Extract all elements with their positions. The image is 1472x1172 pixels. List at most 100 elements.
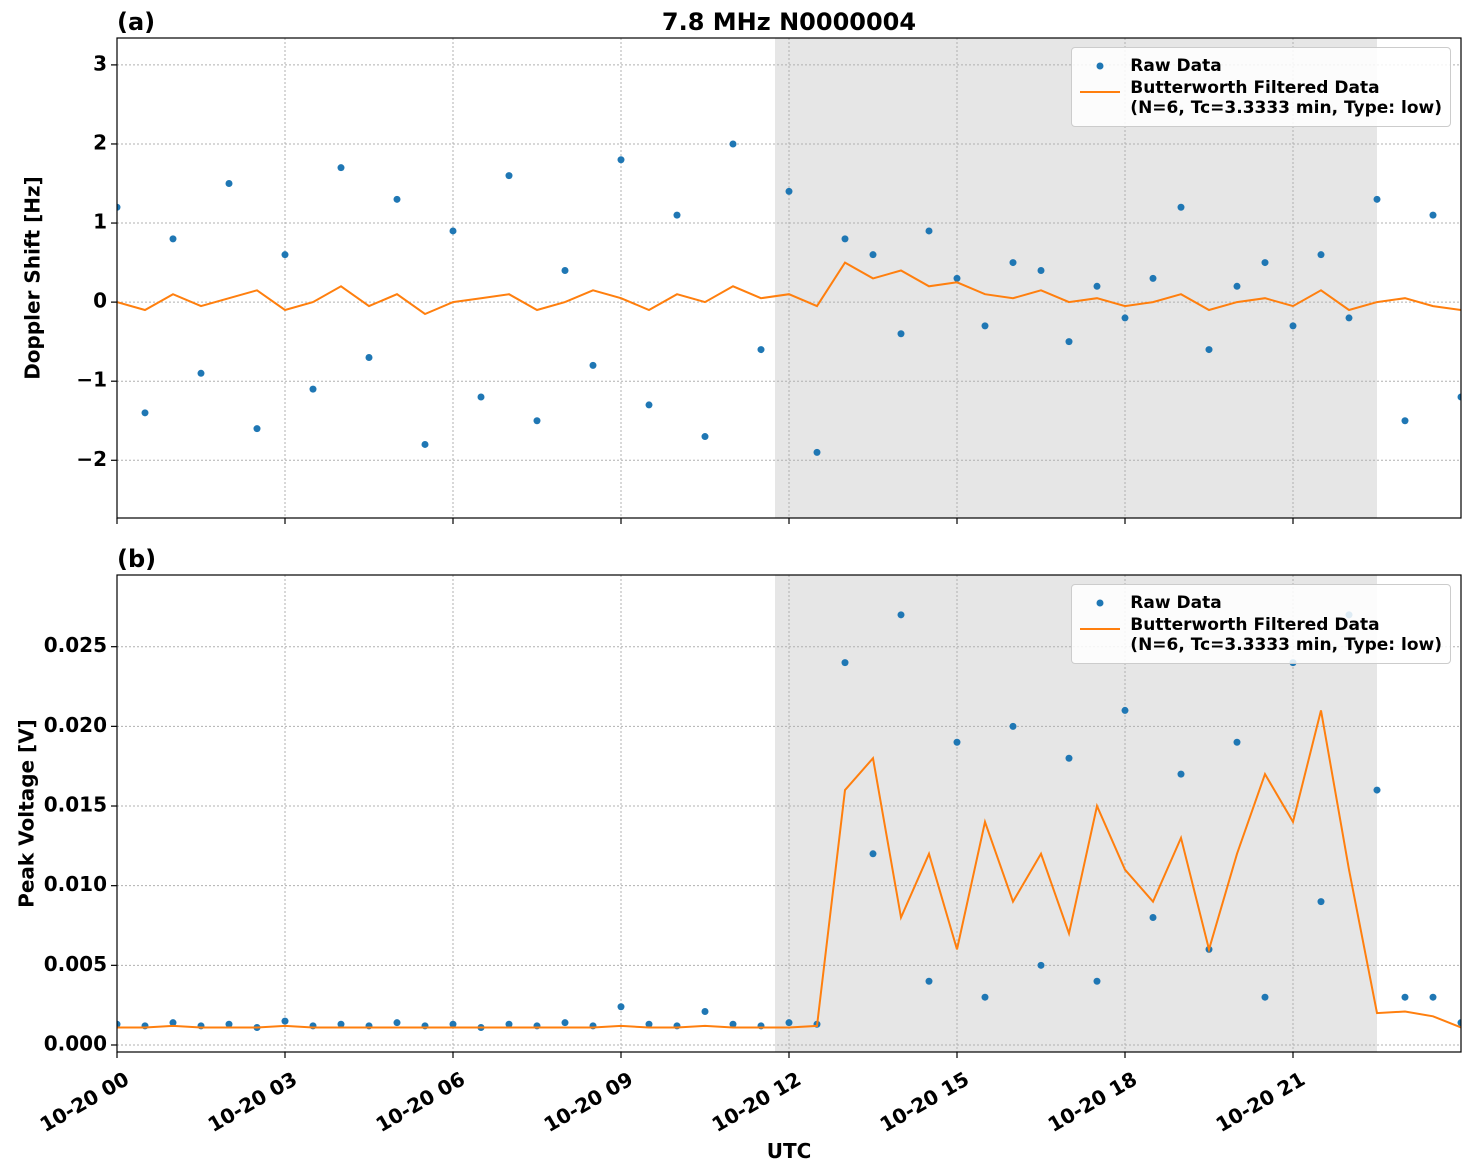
raw-point bbox=[505, 1020, 513, 1028]
raw-point bbox=[1261, 259, 1269, 267]
x-tick-label: 10-20 18 bbox=[1044, 1067, 1142, 1137]
legend-line bbox=[1080, 628, 1121, 630]
raw-point bbox=[281, 1017, 289, 1025]
raw-point bbox=[1009, 722, 1017, 730]
raw-point bbox=[1401, 417, 1409, 425]
raw-point bbox=[477, 393, 485, 401]
raw-point bbox=[1121, 314, 1129, 322]
chart-title: 7.8 MHz N0000004 bbox=[662, 8, 916, 36]
data-layer bbox=[117, 140, 1461, 456]
raw-point bbox=[1317, 898, 1325, 906]
raw-point bbox=[197, 369, 205, 377]
raw-point bbox=[1373, 195, 1381, 203]
y-tick-label: 0.010 bbox=[44, 872, 107, 896]
y-tick-label: 1 bbox=[93, 210, 107, 234]
legend-label: Butterworth Filtered Data (N=6, Tc=3.333… bbox=[1130, 615, 1442, 655]
raw-point bbox=[365, 353, 373, 361]
y-tick-label: 0.020 bbox=[44, 713, 107, 737]
raw-point bbox=[1233, 738, 1241, 746]
legend-label: Raw Data bbox=[1130, 593, 1222, 613]
raw-point bbox=[645, 401, 653, 409]
x-tick-label: 10-20 09 bbox=[540, 1067, 638, 1137]
raw-point bbox=[1149, 274, 1157, 282]
raw-point bbox=[645, 1020, 653, 1028]
raw-point bbox=[617, 1003, 625, 1011]
raw-point bbox=[1121, 706, 1129, 714]
legend-key bbox=[1080, 593, 1120, 613]
raw-point bbox=[1065, 754, 1073, 762]
legend-entry: Raw Data bbox=[1080, 56, 1442, 76]
raw-point bbox=[1261, 993, 1269, 1001]
legend-label: Butterworth Filtered Data (N=6, Tc=3.333… bbox=[1130, 78, 1442, 118]
raw-point bbox=[533, 417, 541, 425]
x-tick-label: 10-20 12 bbox=[708, 1067, 806, 1137]
legend-key bbox=[1080, 56, 1120, 76]
raw-point bbox=[925, 977, 933, 985]
y-tick-label: 0.025 bbox=[44, 633, 107, 657]
legend-entry: Butterworth Filtered Data (N=6, Tc=3.333… bbox=[1080, 615, 1442, 655]
raw-point bbox=[1345, 314, 1353, 322]
raw-point bbox=[1457, 393, 1461, 401]
y-tick-label: 0.000 bbox=[44, 1031, 107, 1055]
raw-point bbox=[1289, 322, 1297, 330]
filtered-line bbox=[117, 710, 1461, 1029]
raw-point bbox=[673, 211, 681, 219]
raw-point bbox=[169, 235, 177, 243]
panel-label: (b) bbox=[117, 545, 156, 573]
raw-point bbox=[701, 433, 709, 441]
legend-key bbox=[1080, 78, 1121, 98]
raw-point bbox=[1373, 786, 1381, 794]
raw-point bbox=[141, 409, 149, 417]
marker bbox=[1096, 62, 1104, 70]
raw-point bbox=[1457, 1019, 1461, 1027]
raw-point bbox=[561, 266, 569, 274]
raw-point bbox=[1093, 282, 1101, 290]
y-tick-label: 0.015 bbox=[44, 793, 107, 817]
raw-point bbox=[449, 1020, 457, 1028]
raw-point bbox=[953, 738, 961, 746]
legend-entry: Butterworth Filtered Data (N=6, Tc=3.333… bbox=[1080, 78, 1442, 118]
y-tick-label: 2 bbox=[93, 130, 107, 154]
raw-point bbox=[337, 164, 345, 172]
legend-line bbox=[1080, 91, 1121, 93]
raw-point bbox=[1429, 211, 1437, 219]
raw-point bbox=[897, 330, 905, 338]
raw-point bbox=[1177, 203, 1185, 211]
raw-point bbox=[1177, 770, 1185, 778]
raw-point bbox=[869, 251, 877, 259]
plot-frame bbox=[116, 37, 1462, 519]
raw-point bbox=[1401, 993, 1409, 1001]
raw-point bbox=[1037, 266, 1045, 274]
raw-point bbox=[729, 1020, 737, 1028]
raw-point bbox=[1009, 259, 1017, 267]
raw-point bbox=[393, 195, 401, 203]
legend: Raw Data Butterworth Filtered Data (N=6, … bbox=[1071, 47, 1451, 127]
raw-point bbox=[953, 274, 961, 282]
filtered-line bbox=[117, 261, 1461, 316]
y-axis-label: Doppler Shift [Hz] bbox=[21, 176, 45, 380]
y-tick-label: −1 bbox=[76, 368, 107, 392]
raw-point bbox=[1037, 961, 1045, 969]
raw-point bbox=[1233, 282, 1241, 290]
raw-point bbox=[841, 235, 849, 243]
raw-point bbox=[309, 385, 317, 393]
x-tick-label: 10-20 21 bbox=[1212, 1067, 1310, 1137]
y-tick-label: −2 bbox=[76, 447, 107, 471]
y-tick-label: 0.005 bbox=[44, 952, 107, 976]
raw-point bbox=[169, 1019, 177, 1027]
x-tick-label: 10-20 15 bbox=[876, 1067, 974, 1137]
x-tick-label: 10-20 00 bbox=[36, 1067, 134, 1137]
raw-point bbox=[1149, 914, 1157, 922]
raw-point bbox=[117, 1020, 121, 1028]
raw-point bbox=[785, 187, 793, 195]
raw-point bbox=[449, 227, 457, 235]
raw-point bbox=[729, 140, 737, 148]
legend-key bbox=[1080, 615, 1121, 635]
raw-point bbox=[393, 1019, 401, 1027]
raw-point bbox=[869, 850, 877, 858]
panel-label: (a) bbox=[117, 8, 155, 36]
raw-point bbox=[701, 1008, 709, 1016]
raw-point bbox=[757, 346, 765, 354]
raw-point bbox=[505, 172, 513, 180]
